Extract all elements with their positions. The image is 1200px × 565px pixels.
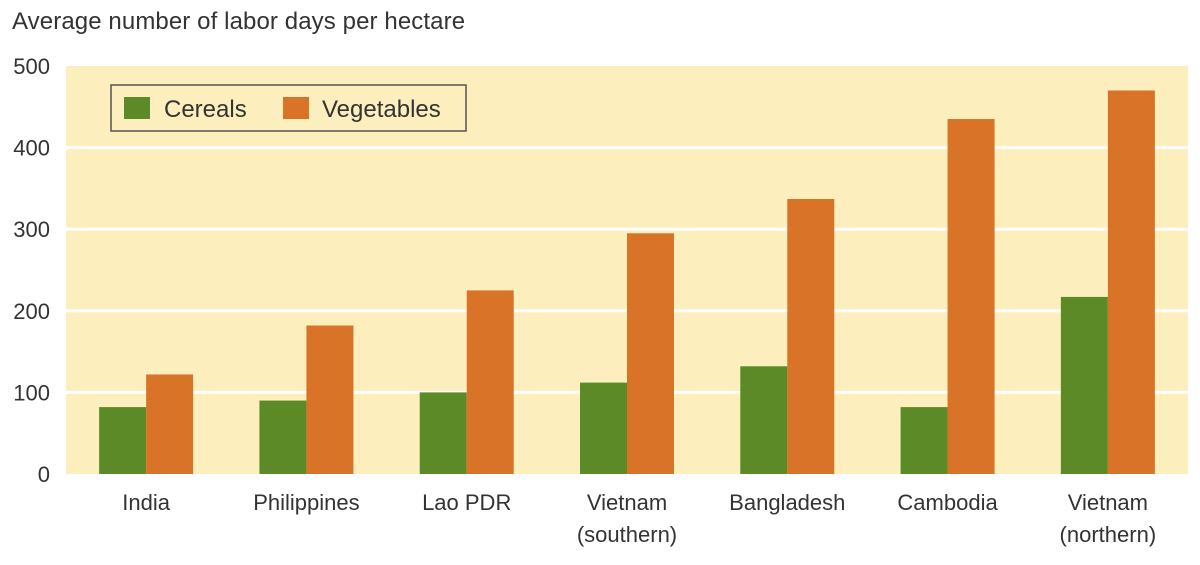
- x-category-label-line: (northern): [1060, 522, 1157, 547]
- x-category-label: Vietnam (northern): [1060, 490, 1157, 547]
- legend: Cereals Vegetables: [110, 84, 467, 132]
- chart-title: Average number of labor days per hectare: [12, 8, 466, 35]
- bar-vegetables: [466, 290, 514, 474]
- legend-swatch-vegetables: [283, 97, 309, 119]
- bar-vegetables: [627, 233, 674, 474]
- y-tick-label: 300: [13, 217, 50, 242]
- y-tick-label: 0: [38, 462, 50, 487]
- y-tick-label: 400: [13, 136, 50, 161]
- x-category-label-line: Vietnam: [587, 490, 667, 515]
- x-category-label-line: Philippines: [253, 490, 359, 515]
- x-category-label-line: Cambodia: [897, 490, 998, 515]
- legend-label-cereals: Cereals: [164, 96, 247, 123]
- x-category-label-line: Vietnam: [1068, 490, 1148, 515]
- x-category-label-line: (southern): [577, 522, 677, 547]
- bar-cereals: [259, 400, 307, 474]
- x-category-label: Cambodia: [897, 490, 998, 515]
- bar-vegetables: [1107, 90, 1155, 474]
- legend-label-vegetables: Vegetables: [322, 96, 441, 123]
- bar-vegetables: [787, 199, 835, 474]
- bar-vegetables: [947, 119, 995, 474]
- bar-cereals: [1060, 296, 1108, 474]
- x-category-label-line: India: [122, 490, 170, 515]
- x-category-label: India: [122, 490, 170, 515]
- bars: [99, 90, 1155, 474]
- bar-cereals: [99, 407, 147, 474]
- x-category-label-line: Bangladesh: [729, 490, 845, 515]
- bar-vegetables: [146, 374, 194, 474]
- bar-cereals: [900, 407, 948, 474]
- legend-swatch-cereals: [124, 97, 150, 119]
- bar-vegetables: [306, 325, 354, 474]
- bar-cereals: [580, 382, 627, 474]
- x-axis-labels: India Philippines Lao PDR Vietnam (southern)…: [122, 490, 1156, 547]
- y-tick-label: 100: [13, 380, 50, 405]
- y-tick-label: 500: [13, 54, 50, 79]
- bar-cereals: [740, 366, 788, 474]
- bar-cereals: [419, 392, 467, 474]
- y-axis-ticks: 0 100 200 300 400 500: [13, 54, 50, 487]
- x-category-label: Philippines: [253, 490, 359, 515]
- y-tick-label: 200: [13, 299, 50, 324]
- x-category-label: Bangladesh: [729, 490, 845, 515]
- x-category-label: Lao PDR: [422, 490, 511, 515]
- x-category-label: Vietnam (southern): [577, 490, 677, 547]
- x-category-label-line: Lao PDR: [422, 490, 511, 515]
